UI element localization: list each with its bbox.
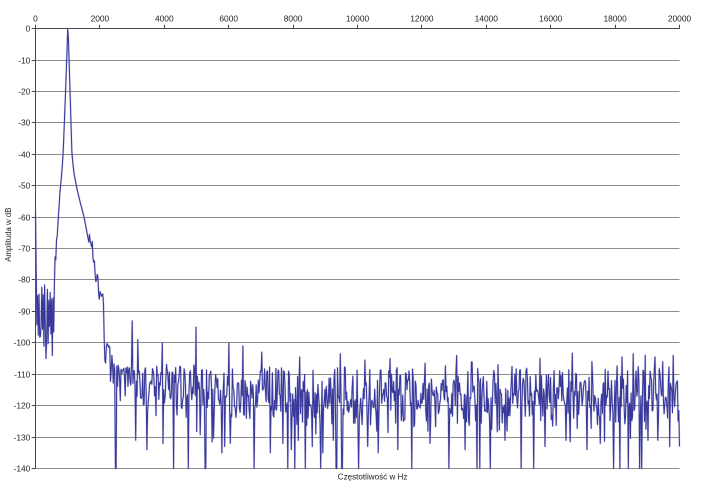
svg-text:0: 0 [26,24,31,34]
svg-text:-70: -70 [18,244,30,254]
svg-text:-130: -130 [14,433,31,443]
svg-text:12000: 12000 [410,14,434,24]
svg-text:0: 0 [33,14,38,24]
svg-text:-20: -20 [18,87,30,97]
svg-text:-60: -60 [18,213,30,223]
svg-text:-10: -10 [18,56,30,66]
svg-text:18000: 18000 [603,14,627,24]
svg-text:-30: -30 [18,118,30,128]
svg-text:-110: -110 [14,370,30,380]
svg-text:Częstotliwość w Hz: Częstotliwość w Hz [338,472,408,481]
svg-text:6000: 6000 [219,14,238,24]
svg-text:16000: 16000 [539,14,563,24]
svg-text:20000: 20000 [668,14,692,24]
svg-text:8000: 8000 [284,14,303,24]
svg-text:10000: 10000 [346,14,370,24]
svg-text:Amplituda w dB: Amplituda w dB [4,208,13,262]
svg-text:-100: -100 [14,338,31,348]
svg-text:-80: -80 [18,275,30,285]
svg-text:2000: 2000 [91,14,110,24]
svg-text:-90: -90 [18,307,30,317]
svg-text:14000: 14000 [475,14,499,24]
svg-text:-40: -40 [18,150,30,160]
svg-text:-50: -50 [18,181,30,191]
svg-text:4000: 4000 [155,14,174,24]
svg-text:-140: -140 [14,464,31,474]
svg-text:-120: -120 [14,401,31,411]
